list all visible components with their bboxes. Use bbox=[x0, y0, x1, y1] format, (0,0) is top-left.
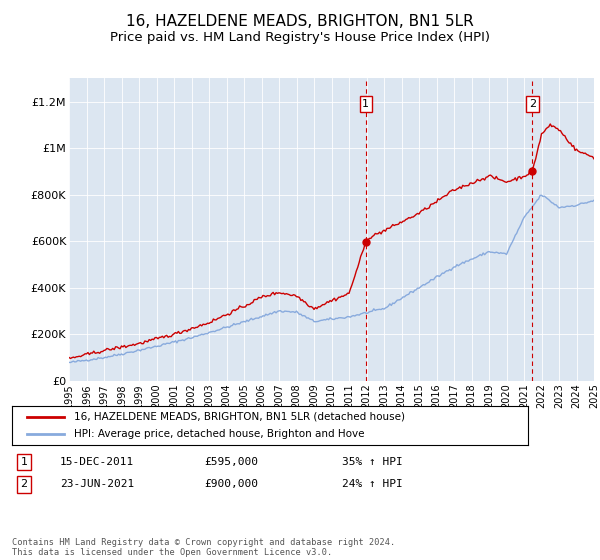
Text: 1: 1 bbox=[20, 457, 28, 467]
Text: 15-DEC-2011: 15-DEC-2011 bbox=[60, 457, 134, 467]
Text: £900,000: £900,000 bbox=[204, 479, 258, 489]
Text: 24% ↑ HPI: 24% ↑ HPI bbox=[342, 479, 403, 489]
Text: HPI: Average price, detached house, Brighton and Hove: HPI: Average price, detached house, Brig… bbox=[74, 429, 364, 439]
Text: 2: 2 bbox=[20, 479, 28, 489]
Text: 23-JUN-2021: 23-JUN-2021 bbox=[60, 479, 134, 489]
Text: £595,000: £595,000 bbox=[204, 457, 258, 467]
Text: 16, HAZELDENE MEADS, BRIGHTON, BN1 5LR (detached house): 16, HAZELDENE MEADS, BRIGHTON, BN1 5LR (… bbox=[74, 412, 405, 422]
Text: Price paid vs. HM Land Registry's House Price Index (HPI): Price paid vs. HM Land Registry's House … bbox=[110, 31, 490, 44]
Text: 35% ↑ HPI: 35% ↑ HPI bbox=[342, 457, 403, 467]
Text: 2: 2 bbox=[529, 99, 536, 109]
Text: Contains HM Land Registry data © Crown copyright and database right 2024.
This d: Contains HM Land Registry data © Crown c… bbox=[12, 538, 395, 557]
Text: 1: 1 bbox=[362, 99, 370, 109]
Text: 16, HAZELDENE MEADS, BRIGHTON, BN1 5LR: 16, HAZELDENE MEADS, BRIGHTON, BN1 5LR bbox=[126, 14, 474, 29]
